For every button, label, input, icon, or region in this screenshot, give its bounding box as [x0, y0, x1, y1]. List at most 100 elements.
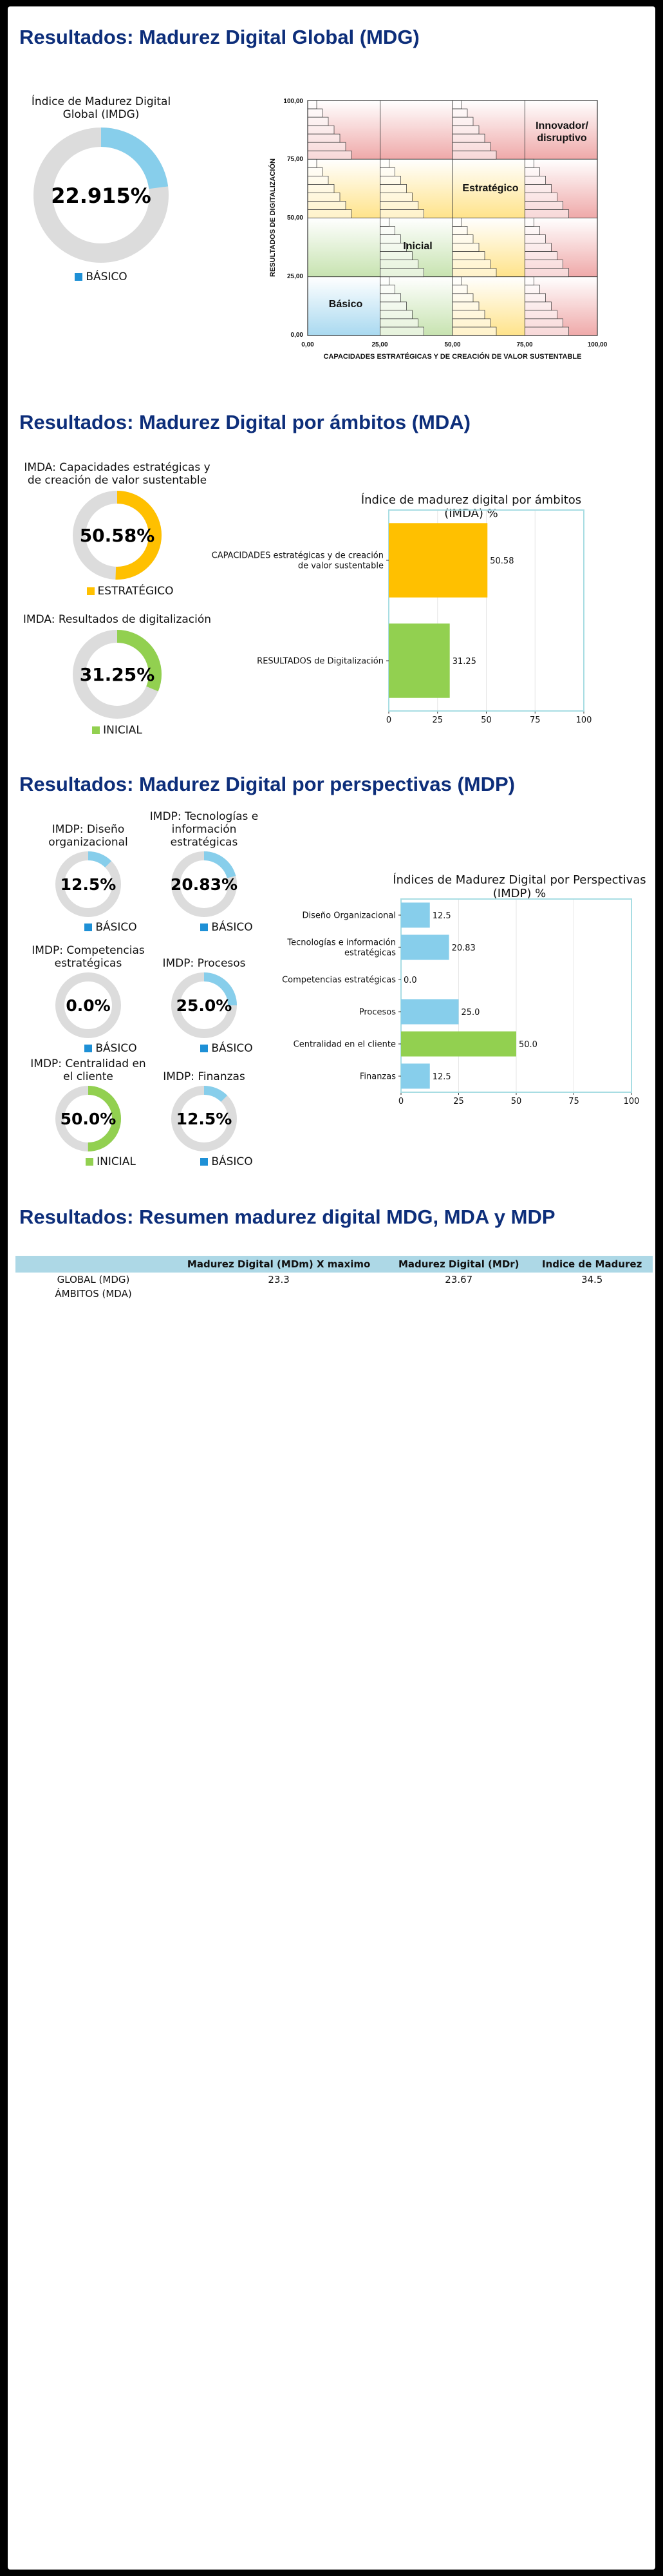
table-header-cell	[15, 1256, 171, 1273]
table-row: ÁMBITOS (MDA)	[15, 1287, 653, 1301]
data-label: 50.58	[490, 556, 514, 566]
table-cell: 23.67	[445, 1274, 473, 1285]
zone-label-estrategico: Estratégico	[462, 183, 518, 194]
donut-chart: 12.5%	[171, 1086, 237, 1151]
category-label: Finanzas	[360, 1072, 396, 1081]
category-label: Centralidad en el cliente	[294, 1039, 396, 1049]
stair-step	[525, 260, 563, 269]
stair-step	[307, 117, 329, 126]
table-cell: GLOBAL (MDG)	[57, 1274, 130, 1285]
stair-step	[380, 301, 407, 311]
legend-label: INICIAL	[103, 724, 142, 737]
stair-step	[452, 260, 491, 269]
matrix-cell	[307, 276, 380, 336]
imdp-chart-title: Índices de Madurez Digital por Perspecti…	[393, 873, 646, 900]
x-tick-label: 75	[568, 1097, 579, 1106]
legend-label: BÁSICO	[211, 1155, 253, 1168]
stair-step	[452, 150, 497, 160]
donut-arc	[171, 1086, 237, 1151]
stair-step	[380, 234, 401, 243]
stair-step	[380, 158, 389, 168]
donut-chart: 50.58%	[73, 491, 162, 580]
table-row: GLOBAL (MDG) 23.3 23.67 34.5	[15, 1273, 653, 1287]
stair-step	[452, 100, 462, 109]
legend-label: BÁSICO	[86, 270, 127, 283]
donut-chart: 22.915%	[33, 128, 169, 263]
donut-chart: 0.0%	[55, 972, 121, 1038]
donut-chart: 12.5%	[55, 851, 121, 917]
data-label: 20.83	[452, 943, 476, 953]
stair-step	[525, 301, 552, 311]
gauge-value: 25.0%	[176, 996, 232, 1015]
gauge-value: 50.0%	[61, 1110, 117, 1128]
stair-step	[452, 226, 468, 235]
x-tick-label: 50	[481, 715, 492, 725]
stair-step	[452, 125, 480, 135]
legend-label: BÁSICO	[211, 1042, 253, 1055]
gauge-legend: BÁSICO	[27, 921, 149, 934]
stair-step	[380, 201, 418, 210]
stair-step	[380, 276, 389, 286]
donut-arc	[171, 851, 237, 917]
data-label: 12.5	[433, 1072, 451, 1082]
x-tick-label: 100	[624, 1097, 640, 1106]
legend-label: INICIAL	[97, 1155, 136, 1168]
table-header-row: Madurez Digital (MDm) X maximo Madurez D…	[15, 1256, 653, 1273]
stair-step	[380, 193, 413, 202]
report-sheet: Resultados: Madurez Digital Global (MDG)…	[8, 6, 655, 2570]
stair-step	[380, 175, 401, 185]
y-tick: 0,00	[291, 332, 304, 339]
stair-step	[452, 293, 474, 303]
data-label: 25.0	[462, 1008, 480, 1018]
stair-step	[525, 226, 540, 235]
stair-step	[307, 175, 329, 185]
y-tick: 25,00	[287, 273, 303, 280]
legend-label: BÁSICO	[95, 921, 137, 934]
stair-step	[307, 133, 341, 143]
stair-step	[525, 327, 569, 336]
imda-bar-chart: 0 25 50 75 100 50.58 CAPACIDADES estratégicas …	[212, 509, 592, 725]
stair-step	[307, 201, 346, 210]
gauge-value: 12.5%	[61, 875, 117, 894]
stair-step	[452, 268, 497, 278]
gauge-imdg: Índice de Madurez Digital Global (IMDG) …	[8, 95, 194, 283]
matrix-y-label: RESULTADOS DE DIGITALIZACIÓN	[268, 158, 277, 277]
table-header-cell: Madurez Digital (MDr)	[386, 1256, 532, 1273]
section-title-mdp: Resultados: Madurez Digital por perspect…	[19, 773, 515, 795]
stair-step	[380, 268, 424, 278]
matrix-cell	[452, 158, 525, 218]
stair-step	[380, 310, 413, 319]
legend-swatch	[200, 1158, 209, 1166]
table-cell: 34.5	[581, 1274, 603, 1285]
gauge-value: 50.58%	[80, 525, 155, 546]
x-tick: 25,00	[371, 341, 388, 348]
stair-step	[307, 100, 317, 109]
stair-step	[307, 108, 323, 118]
stair-step	[380, 226, 395, 235]
table-header-cell: Madurez Digital (MDm) X maximo	[171, 1256, 387, 1273]
gauge-legend: BÁSICO	[8, 270, 194, 283]
section-title-mda: Resultados: Madurez Digital por ámbitos …	[19, 411, 471, 433]
stair-step	[525, 285, 540, 294]
stair-step	[452, 285, 468, 294]
stair-step	[380, 218, 389, 227]
table-header-cell: Indice de Madurez	[531, 1256, 653, 1273]
legend-swatch	[86, 1158, 94, 1166]
donut-arc	[73, 491, 162, 580]
bar	[401, 999, 459, 1025]
stair-step	[452, 318, 491, 328]
stair-step	[525, 218, 534, 227]
matrix-x-label: CAPACIDADES ESTRATÉGICAS Y DE CREACIÓN D…	[324, 352, 582, 361]
zone-label-basico: Básico	[329, 299, 363, 310]
gauge-label: IMDA: Resultados de digitalización	[23, 613, 212, 626]
legend-label: BÁSICO	[95, 1042, 137, 1055]
stair-step	[380, 251, 413, 261]
stair-step	[525, 310, 557, 319]
gauge-label: IMDP: Competencias estratégicas	[32, 944, 145, 970]
category-label: Tecnologías e información	[286, 938, 396, 947]
x-tick: 0,00	[301, 341, 314, 348]
gauge-label: IMDA: Capacidades estratégicas y de crea…	[24, 461, 210, 487]
legend-label: ESTRATÉGICO	[97, 585, 174, 598]
donut-arc	[55, 1086, 121, 1151]
data-label: 31.25	[453, 657, 476, 667]
